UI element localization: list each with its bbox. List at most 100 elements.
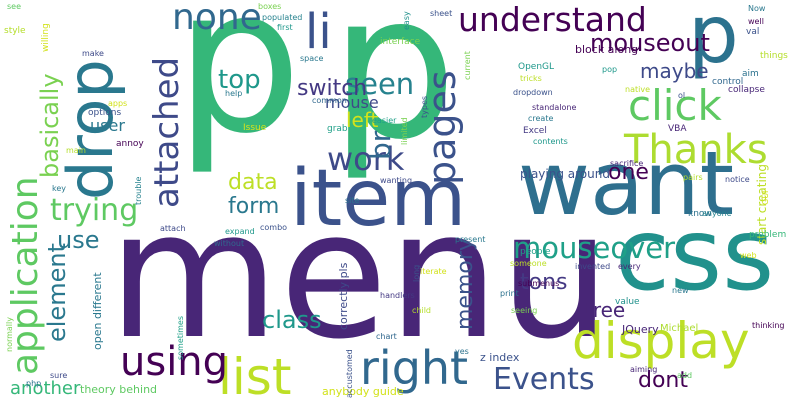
cloud-word: expand [225, 227, 255, 236]
cloud-word: apps [108, 99, 128, 108]
cloud-word: trouble [134, 176, 143, 205]
cloud-word: mouse [325, 93, 379, 112]
cloud-word: GUI [761, 190, 770, 205]
cloud-word: value [615, 297, 640, 307]
cloud-word: memory [453, 238, 478, 330]
cloud-word: boxes [258, 2, 282, 11]
cloud-word: main [66, 146, 86, 155]
cloud-word: without [214, 239, 245, 248]
cloud-word: playing around [520, 167, 610, 181]
cloud-word: help [225, 89, 243, 98]
cloud-word: interface [380, 37, 421, 47]
cloud-word: seen [345, 67, 415, 101]
cloud-word: basically [36, 73, 64, 178]
cloud-word: form [228, 194, 280, 219]
cloud-word: willing [41, 23, 51, 52]
cloud-word: space [300, 54, 324, 63]
cloud-word: add [677, 371, 693, 380]
cloud-word: new [672, 286, 689, 295]
cloud-word: ol [678, 91, 686, 100]
cloud-word: sometimes [176, 315, 185, 360]
cloud-word: one [608, 160, 649, 185]
cloud-word: populated [262, 13, 303, 22]
cloud-word: annoy [116, 139, 144, 149]
cloud-word: make [82, 49, 104, 58]
cloud-word: common [312, 96, 347, 105]
cloud-word: none [172, 0, 262, 38]
cloud-word: theory behind [80, 383, 158, 396]
cloud-word: p [175, 0, 302, 178]
cloud-word: attach [160, 224, 186, 233]
cloud-word: style [4, 26, 26, 36]
cloud-word: easy [402, 11, 411, 30]
cloud-word: dont [638, 368, 688, 393]
cloud-word: use [57, 226, 100, 254]
cloud-word: left [346, 108, 379, 132]
cloud-word: attached [147, 56, 187, 208]
cloud-word: another [10, 378, 81, 399]
cloud-word: web [740, 251, 757, 260]
cloud-word: correctly pls [337, 262, 350, 330]
cloud-word: Excel [523, 126, 547, 136]
cloud-word: aim [742, 69, 759, 79]
cloud-word: notice [725, 175, 750, 184]
cloud-word: create [528, 114, 554, 123]
cloud-word: class [262, 306, 322, 334]
cloud-word: Now [748, 4, 766, 13]
cloud-word: tricks [520, 74, 542, 83]
cloud-word: key [52, 184, 67, 193]
cloud-word: JQuery [622, 323, 659, 336]
cloud-word: contents [533, 137, 568, 146]
cloud-word: anyone [702, 209, 732, 218]
cloud-word: click [628, 81, 722, 130]
cloud-word: tree [585, 298, 626, 322]
cloud-word: handlers [380, 291, 415, 300]
cloud-word: normally [5, 317, 14, 352]
cloud-word: every [618, 262, 641, 271]
cloud-word: right [360, 341, 469, 395]
cloud-word: easier [372, 116, 397, 125]
cloud-word: invented [575, 262, 611, 271]
cloud-word: mouseout [590, 29, 710, 57]
cloud-word: present [455, 235, 486, 244]
cloud-word: z index [480, 351, 520, 364]
cloud-word: switch [297, 76, 368, 101]
cloud-word: control [712, 77, 744, 87]
cloud-word: element [43, 243, 71, 342]
cloud-word: Michael [660, 323, 699, 334]
cloud-word: trying [50, 193, 139, 228]
cloud-word: standalone [532, 103, 577, 112]
cloud-word: dropdown [513, 88, 553, 97]
cloud-word: understand [458, 0, 647, 39]
cloud-word: OpenGL [518, 62, 555, 72]
cloud-word: see [7, 2, 22, 11]
cloud-word: print [500, 289, 519, 298]
cloud-word: br [364, 130, 397, 160]
cloud-word: yes [455, 347, 469, 356]
cloud-word: people [520, 247, 551, 257]
cloud-word: Thanks [624, 127, 768, 173]
cloud-word: child [412, 306, 431, 315]
cloud-word: sacrifice [610, 159, 644, 168]
cloud-word: pages [420, 70, 464, 185]
cloud-word: open different [91, 272, 104, 350]
cloud-word: p [688, 0, 739, 81]
cloud-word: accustomed [345, 349, 354, 398]
cloud-word: top [218, 65, 261, 95]
cloud-word: li [305, 4, 332, 60]
cloud-word: block along [575, 43, 639, 56]
cloud-word: sure [50, 371, 68, 380]
cloud-word: chart [376, 332, 397, 341]
cloud-word: maybe [640, 59, 709, 83]
cloud-word: someone [510, 259, 547, 268]
cloud-word: css [615, 196, 775, 313]
cloud-word: site [345, 196, 360, 205]
cloud-word: want [518, 132, 735, 235]
cloud-word: limited [400, 117, 409, 145]
cloud-word: user [90, 116, 125, 135]
cloud-word: using [120, 339, 229, 385]
cloud-word: first [277, 23, 293, 32]
cloud-word: anybody guide [322, 385, 404, 398]
cloud-word: menu [108, 173, 611, 378]
